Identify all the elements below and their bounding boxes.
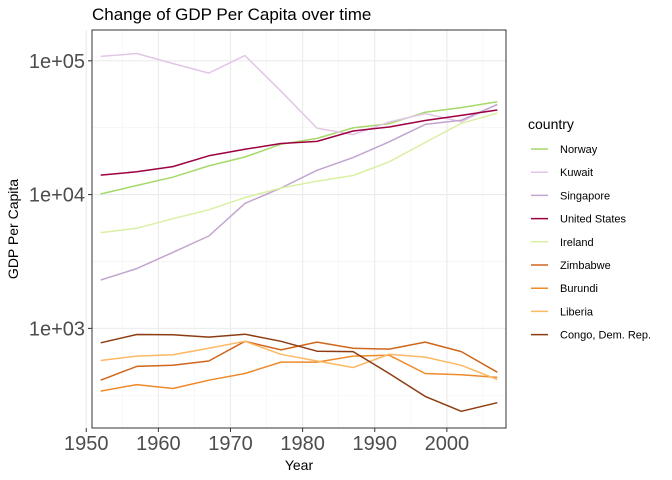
x-tick-label: 2000 bbox=[425, 433, 470, 455]
legend-label-norway: Norway bbox=[560, 144, 598, 156]
series-line-congo-dem-rep bbox=[100, 333, 498, 413]
series-lines bbox=[100, 52, 498, 413]
legend-label-united-states: United States bbox=[560, 214, 627, 226]
legend: country Norway Kuwait Singapore United Stat… bbox=[528, 116, 651, 342]
x-tick-label: 1950 bbox=[64, 433, 109, 455]
major-gridlines bbox=[85, 30, 506, 428]
minor-gridlines bbox=[92, 30, 506, 428]
x-tick-label: 1990 bbox=[352, 433, 397, 455]
axis-ticks: 1950 1960 1970 1980 1990 2000 1e+03 1e+04 1e+05 bbox=[29, 51, 469, 455]
y-axis-title: GDP Per Capita bbox=[5, 179, 21, 279]
y-tick-label: 1e+05 bbox=[29, 51, 85, 73]
x-tick-label: 1970 bbox=[208, 433, 253, 455]
series-line-singapore bbox=[100, 103, 498, 281]
legend-label-congo-dem-rep: Congo, Dem. Rep. bbox=[560, 330, 651, 342]
legend-title: country bbox=[528, 116, 574, 132]
series-line-norway bbox=[100, 101, 498, 195]
series-line-kuwait bbox=[100, 52, 498, 136]
legend-label-zimbabwe: Zimbabwe bbox=[560, 260, 611, 272]
plot-panel bbox=[92, 30, 506, 428]
legend-label-singapore: Singapore bbox=[560, 190, 610, 202]
x-tick-label: 1980 bbox=[280, 433, 325, 455]
panel-border bbox=[91, 29, 507, 429]
legend-label-burundi: Burundi bbox=[560, 283, 598, 295]
y-tick-label: 1e+03 bbox=[29, 318, 85, 340]
legend-label-liberia: Liberia bbox=[560, 306, 594, 318]
legend-label-kuwait: Kuwait bbox=[560, 167, 593, 179]
x-tick-label: 1960 bbox=[136, 433, 181, 455]
x-axis-title: Year bbox=[285, 457, 314, 473]
legend-label-ireland: Ireland bbox=[560, 237, 594, 249]
y-tick-label: 1e+04 bbox=[29, 185, 85, 207]
chart-title: Change of GDP Per Capita over time bbox=[92, 5, 371, 24]
series-line-liberia bbox=[100, 340, 498, 381]
series-line-ireland bbox=[100, 112, 498, 234]
series-line-united-states bbox=[100, 109, 498, 176]
series-line-burundi bbox=[100, 354, 498, 392]
